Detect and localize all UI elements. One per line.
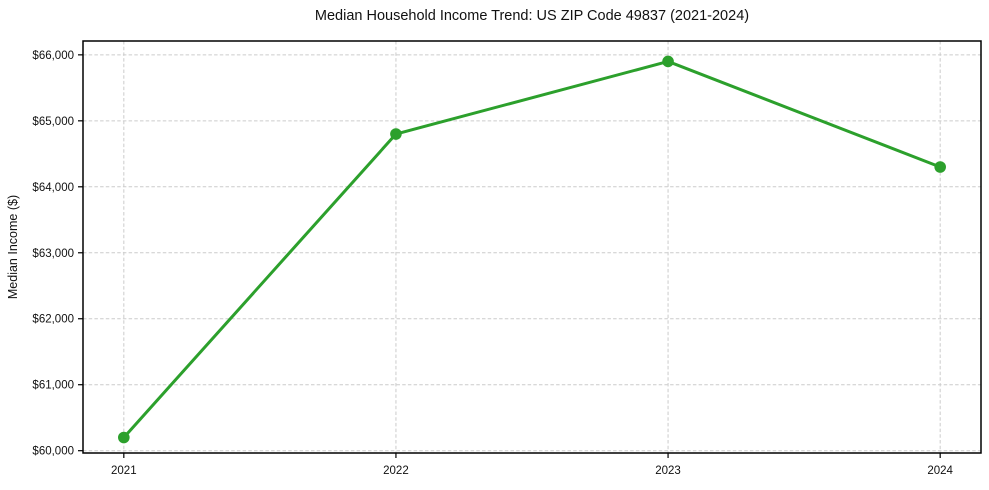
- y-tick-label: $64,000: [32, 182, 74, 194]
- x-tick-label: 2023: [655, 465, 681, 477]
- data-point: [118, 431, 130, 444]
- data-point: [934, 161, 946, 173]
- y-tick-label: $66,000: [32, 50, 74, 62]
- y-tick-label: $65,000: [32, 116, 74, 128]
- x-tick-label: 2024: [927, 465, 953, 477]
- data-line: [122, 59, 942, 439]
- y-tick-label: $61,000: [32, 380, 74, 392]
- x-tick-label: 2021: [111, 465, 137, 477]
- data-point: [390, 128, 402, 140]
- y-tick-label: $63,000: [32, 248, 74, 260]
- data-point: [662, 55, 674, 68]
- chart-title: Median Household Income Trend: US ZIP Co…: [314, 8, 750, 24]
- y-tick-label: $62,000: [32, 314, 74, 326]
- x-tick-label: 2022: [383, 465, 409, 477]
- y-tick-label: $60,000: [32, 446, 74, 458]
- plot-border: [82, 40, 982, 454]
